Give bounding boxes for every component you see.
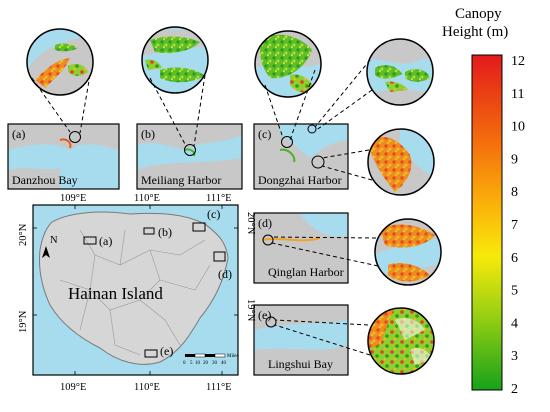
site-d-tag: (d) bbox=[258, 216, 272, 230]
canopy-height-legend: Canopy Height (m) 12 11 10 9 8 7 6 5 4 3 2 bbox=[442, 6, 525, 397]
scale-0: 0 bbox=[183, 361, 186, 366]
site-panel-c: (c) Dongzhai Harbor bbox=[253, 123, 349, 190]
legend-tick-label: 7 bbox=[511, 218, 518, 233]
scale-bar: 0 5 10 20 30 40 Miles bbox=[183, 353, 238, 366]
map-tag-d: (d) bbox=[218, 267, 232, 281]
scale-10: 10 bbox=[195, 361, 201, 366]
lon-bottom-111: 111°E bbox=[206, 382, 232, 393]
main-map: (a) (b) (c) (d) (e) Hainan Island N 0 5 … bbox=[32, 204, 239, 376]
legend-tick-label: 3 bbox=[511, 349, 518, 364]
lat-right-19: 19°N bbox=[245, 299, 256, 322]
lon-top-110: 110°E bbox=[134, 193, 160, 204]
map-tag-e: (e) bbox=[160, 344, 173, 358]
zoom-circle-c1 bbox=[255, 31, 321, 97]
scale-20: 20 bbox=[203, 361, 209, 366]
connector-lines bbox=[31, 59, 379, 356]
site-e-tag: (e) bbox=[258, 308, 271, 322]
site-a-name: Danzhou Bay bbox=[12, 173, 78, 187]
scale-30: 30 bbox=[212, 361, 218, 366]
scale-5: 5 bbox=[190, 361, 193, 366]
site-b-name: Meiliang Harbor bbox=[141, 173, 221, 187]
zoom-circle-d bbox=[375, 219, 441, 285]
site-c-tag: (c) bbox=[258, 127, 271, 141]
lon-top-109: 109°E bbox=[60, 193, 86, 204]
legend-tick-label: 4 bbox=[511, 316, 518, 331]
legend-tick-label: 11 bbox=[511, 87, 524, 102]
legend-tick-label: 2 bbox=[511, 382, 518, 397]
legend-tick-label: 12 bbox=[511, 54, 525, 69]
legend-tick-label: 6 bbox=[511, 251, 518, 266]
site-c-name: Dongzhai Harbor bbox=[258, 173, 342, 187]
zoom-circle-c3 bbox=[368, 129, 434, 195]
north-label: N bbox=[50, 235, 58, 246]
hainan-island bbox=[39, 211, 229, 365]
scale-unit: Miles bbox=[227, 354, 238, 359]
site-d-name: Qinglan Harbor bbox=[268, 265, 344, 279]
lon-top-111: 111°E bbox=[206, 193, 232, 204]
site-panel-a: (a) Danzhou Bay bbox=[7, 123, 120, 190]
zoom-circle-b bbox=[142, 27, 208, 93]
legend-tick-label: 8 bbox=[511, 185, 518, 200]
zoom-circle-c2 bbox=[367, 39, 433, 105]
lon-bottom-109: 109°E bbox=[60, 382, 86, 393]
scale-40: 40 bbox=[221, 361, 227, 366]
site-panel-d: (d) Qinglan Harbor bbox=[253, 212, 349, 284]
site-e-name: Lingshui Bay bbox=[268, 357, 333, 371]
legend-title-line2: Height (m) bbox=[442, 24, 508, 40]
lat-left-20: 20°N bbox=[18, 223, 29, 246]
lat-left-19: 19°N bbox=[18, 310, 29, 333]
lon-bottom-110: 110°E bbox=[134, 382, 160, 393]
legend-tick-label: 9 bbox=[511, 152, 518, 167]
map-tag-a: (a) bbox=[99, 234, 112, 248]
site-a-tag: (a) bbox=[12, 127, 25, 141]
color-ramp bbox=[471, 54, 503, 391]
site-panel-e: (e) Lingshui Bay bbox=[253, 304, 349, 376]
lat-right-20: 20°N bbox=[245, 212, 256, 235]
zoom-circle-e bbox=[368, 308, 434, 374]
map-tag-b: (b) bbox=[158, 225, 172, 239]
map-tag-c: (c) bbox=[207, 207, 220, 221]
legend-tick-label: 5 bbox=[511, 284, 518, 299]
legend-tick-label: 10 bbox=[511, 120, 525, 135]
site-panel-b: (b) Meiliang Harbor bbox=[136, 123, 243, 190]
island-label: Hainan Island bbox=[68, 284, 163, 303]
site-b-tag: (b) bbox=[141, 127, 155, 141]
north-arrow-icon: N bbox=[42, 235, 58, 258]
legend-title-line1: Canopy bbox=[455, 6, 502, 22]
zoom-circle-a bbox=[27, 29, 93, 95]
